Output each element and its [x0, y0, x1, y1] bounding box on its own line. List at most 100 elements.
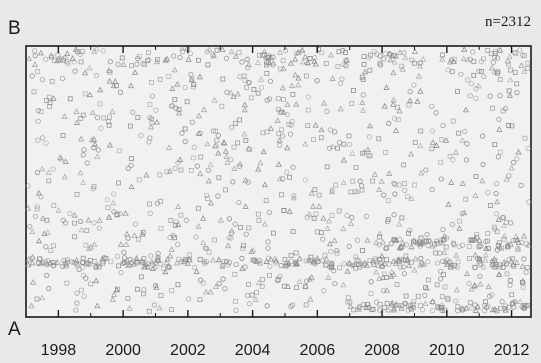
data-point-square — [220, 76, 226, 82]
data-points — [25, 45, 532, 314]
data-point-triangle — [515, 245, 522, 252]
data-point-square — [288, 252, 294, 258]
data-point-square — [281, 283, 287, 289]
data-point-triangle — [242, 203, 249, 209]
data-point-circle — [180, 49, 186, 55]
data-point-circle — [290, 164, 296, 170]
data-point-triangle — [418, 239, 425, 246]
data-point-triangle — [485, 283, 492, 290]
data-point-square — [509, 123, 515, 129]
data-point-circle — [514, 156, 520, 162]
data-point-square — [135, 115, 141, 120]
data-point-circle — [210, 52, 216, 58]
data-point-triangle — [250, 246, 257, 253]
data-point-circle — [291, 193, 297, 199]
data-point-square — [35, 68, 41, 74]
data-point-square — [155, 57, 160, 62]
data-point-triangle — [48, 52, 55, 59]
data-point-circle — [392, 191, 398, 197]
data-point-square — [497, 305, 503, 311]
data-point-triangle — [314, 255, 321, 261]
data-point-triangle — [97, 86, 104, 93]
data-point-square — [46, 178, 52, 184]
data-point-triangle — [254, 59, 262, 65]
data-point-square — [523, 241, 529, 247]
data-point-square — [51, 260, 57, 266]
data-point-circle — [31, 48, 38, 54]
data-point-square — [485, 231, 491, 236]
data-point-triangle — [472, 251, 479, 258]
data-point-triangle — [340, 156, 348, 163]
data-point-triangle — [231, 165, 238, 171]
data-point-square — [200, 280, 206, 286]
data-point-triangle — [325, 217, 333, 224]
x-tick-label-2000: 2000 — [105, 342, 141, 359]
data-point-square — [500, 264, 506, 270]
data-point-circle — [349, 214, 355, 221]
data-point-circle — [273, 260, 279, 266]
data-point-triangle — [349, 150, 356, 156]
data-point-triangle — [197, 170, 204, 177]
data-point-circle — [230, 179, 236, 185]
data-point-circle — [423, 167, 429, 173]
data-point-triangle — [312, 121, 319, 128]
data-point-triangle — [205, 177, 212, 184]
data-point-circle — [473, 86, 479, 92]
data-point-triangle — [299, 58, 306, 65]
data-point-triangle — [99, 255, 106, 262]
data-point-triangle — [25, 55, 33, 61]
data-point-square — [487, 203, 493, 208]
data-point-square — [478, 262, 484, 267]
data-point-triangle — [327, 51, 335, 58]
data-point-circle — [407, 305, 414, 311]
data-point-square — [196, 57, 201, 63]
data-point-square — [243, 138, 249, 143]
data-point-square — [198, 154, 204, 160]
data-point-circle — [215, 193, 221, 199]
data-point-square — [51, 243, 56, 249]
data-point-square — [360, 150, 365, 156]
data-point-triangle — [471, 235, 479, 242]
data-point-triangle — [245, 145, 252, 151]
data-point-triangle — [261, 181, 269, 188]
data-point-circle — [379, 259, 385, 265]
data-point-square — [248, 95, 254, 101]
data-point-circle — [111, 191, 117, 197]
data-point-square — [522, 303, 528, 308]
data-point-circle — [59, 75, 66, 82]
data-point-triangle — [295, 81, 302, 88]
data-point-square — [286, 122, 292, 127]
data-point-square — [96, 264, 102, 270]
data-point-square — [236, 49, 242, 55]
data-point-square — [35, 137, 41, 143]
data-point-square — [161, 265, 167, 271]
data-point-square — [463, 196, 469, 202]
data-point-circle — [466, 280, 472, 287]
data-point-triangle — [366, 122, 374, 129]
data-point-circle — [46, 285, 52, 292]
data-point-circle — [245, 65, 251, 71]
data-point-triangle — [302, 53, 309, 60]
data-point-circle — [43, 244, 49, 250]
data-point-triangle — [255, 279, 262, 285]
data-point-triangle — [201, 106, 208, 113]
data-point-circle — [264, 97, 270, 103]
data-point-square — [399, 63, 405, 69]
data-point-square — [182, 126, 188, 132]
data-point-triangle — [460, 55, 467, 61]
data-point-circle — [100, 48, 106, 54]
data-point-square — [114, 212, 120, 218]
data-point-circle — [469, 305, 475, 311]
data-point-triangle — [284, 101, 291, 108]
data-point-circle — [193, 234, 199, 240]
data-point-triangle — [373, 268, 380, 275]
data-point-triangle — [85, 216, 92, 223]
data-point-triangle — [391, 58, 398, 65]
data-point-triangle — [506, 92, 514, 99]
data-point-triangle — [62, 158, 69, 164]
data-point-triangle — [312, 60, 319, 67]
data-point-square — [147, 201, 152, 207]
data-point-square — [399, 303, 405, 309]
data-point-circle — [96, 225, 102, 231]
data-point-square — [474, 232, 480, 238]
